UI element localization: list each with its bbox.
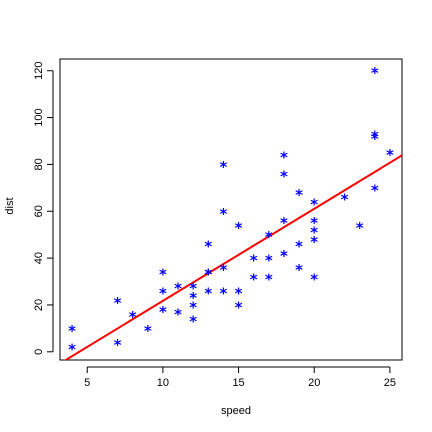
data-point: * bbox=[159, 266, 167, 284]
data-point: * bbox=[144, 322, 152, 340]
x-tick-label: 20 bbox=[308, 377, 320, 389]
data-point: * bbox=[189, 289, 197, 307]
data-point: * bbox=[220, 284, 228, 302]
data-point: * bbox=[204, 266, 212, 284]
data-point: * bbox=[235, 219, 243, 237]
data-point: * bbox=[68, 341, 76, 359]
y-axis-title: dist bbox=[4, 197, 16, 214]
data-point: * bbox=[356, 219, 364, 237]
data-point: * bbox=[280, 149, 288, 167]
data-point: * bbox=[159, 303, 167, 321]
data-point: * bbox=[386, 146, 394, 164]
data-point: * bbox=[129, 308, 137, 326]
data-point: * bbox=[310, 214, 318, 232]
data-point: * bbox=[220, 261, 228, 279]
y-tick-label: 80 bbox=[33, 158, 45, 170]
data-point: * bbox=[159, 284, 167, 302]
x-axis-title: speed bbox=[221, 405, 251, 417]
x-tick-label: 25 bbox=[384, 377, 396, 389]
data-point: * bbox=[371, 127, 379, 145]
data-point: * bbox=[204, 238, 212, 256]
data-point: * bbox=[310, 223, 318, 241]
data-point: * bbox=[280, 247, 288, 265]
x-tick-label: 5 bbox=[84, 377, 90, 389]
plot-frame bbox=[59, 58, 403, 361]
data-point: * bbox=[189, 313, 197, 331]
data-point: * bbox=[371, 130, 379, 148]
y-tick-label: 20 bbox=[33, 299, 45, 311]
data-point: * bbox=[295, 186, 303, 204]
data-point: * bbox=[220, 158, 228, 176]
y-tick-label: 60 bbox=[33, 205, 45, 217]
data-point: * bbox=[114, 294, 122, 312]
data-point: * bbox=[189, 298, 197, 316]
data-point: * bbox=[280, 214, 288, 232]
data-point: * bbox=[265, 270, 273, 288]
y-tick-label: 100 bbox=[33, 108, 45, 126]
y-tick-label: 0 bbox=[33, 349, 45, 355]
data-point: * bbox=[265, 252, 273, 270]
data-point: * bbox=[295, 238, 303, 256]
data-point: * bbox=[295, 261, 303, 279]
data-point: * bbox=[235, 284, 243, 302]
data-point: * bbox=[341, 191, 349, 209]
data-point: * bbox=[265, 228, 273, 246]
regression-line bbox=[63, 154, 402, 360]
data-point: * bbox=[204, 266, 212, 284]
data-point: * bbox=[220, 205, 228, 223]
data-point: * bbox=[280, 167, 288, 185]
data-point: * bbox=[371, 181, 379, 199]
data-point: * bbox=[250, 270, 258, 288]
data-point: * bbox=[204, 284, 212, 302]
data-point: * bbox=[235, 298, 243, 316]
data-point: * bbox=[310, 233, 318, 251]
data-point: * bbox=[174, 280, 182, 298]
y-tick-label: 120 bbox=[33, 62, 45, 80]
y-tick-label: 40 bbox=[33, 252, 45, 264]
data-point: * bbox=[310, 270, 318, 288]
data-point: * bbox=[310, 195, 318, 213]
data-point: * bbox=[114, 336, 122, 354]
data-point: * bbox=[371, 64, 379, 82]
x-tick-label: 15 bbox=[232, 377, 244, 389]
data-point: * bbox=[174, 305, 182, 323]
data-point: * bbox=[189, 280, 197, 298]
data-point: * bbox=[250, 252, 258, 270]
data-point: * bbox=[68, 322, 76, 340]
x-tick-label: 10 bbox=[157, 377, 169, 389]
